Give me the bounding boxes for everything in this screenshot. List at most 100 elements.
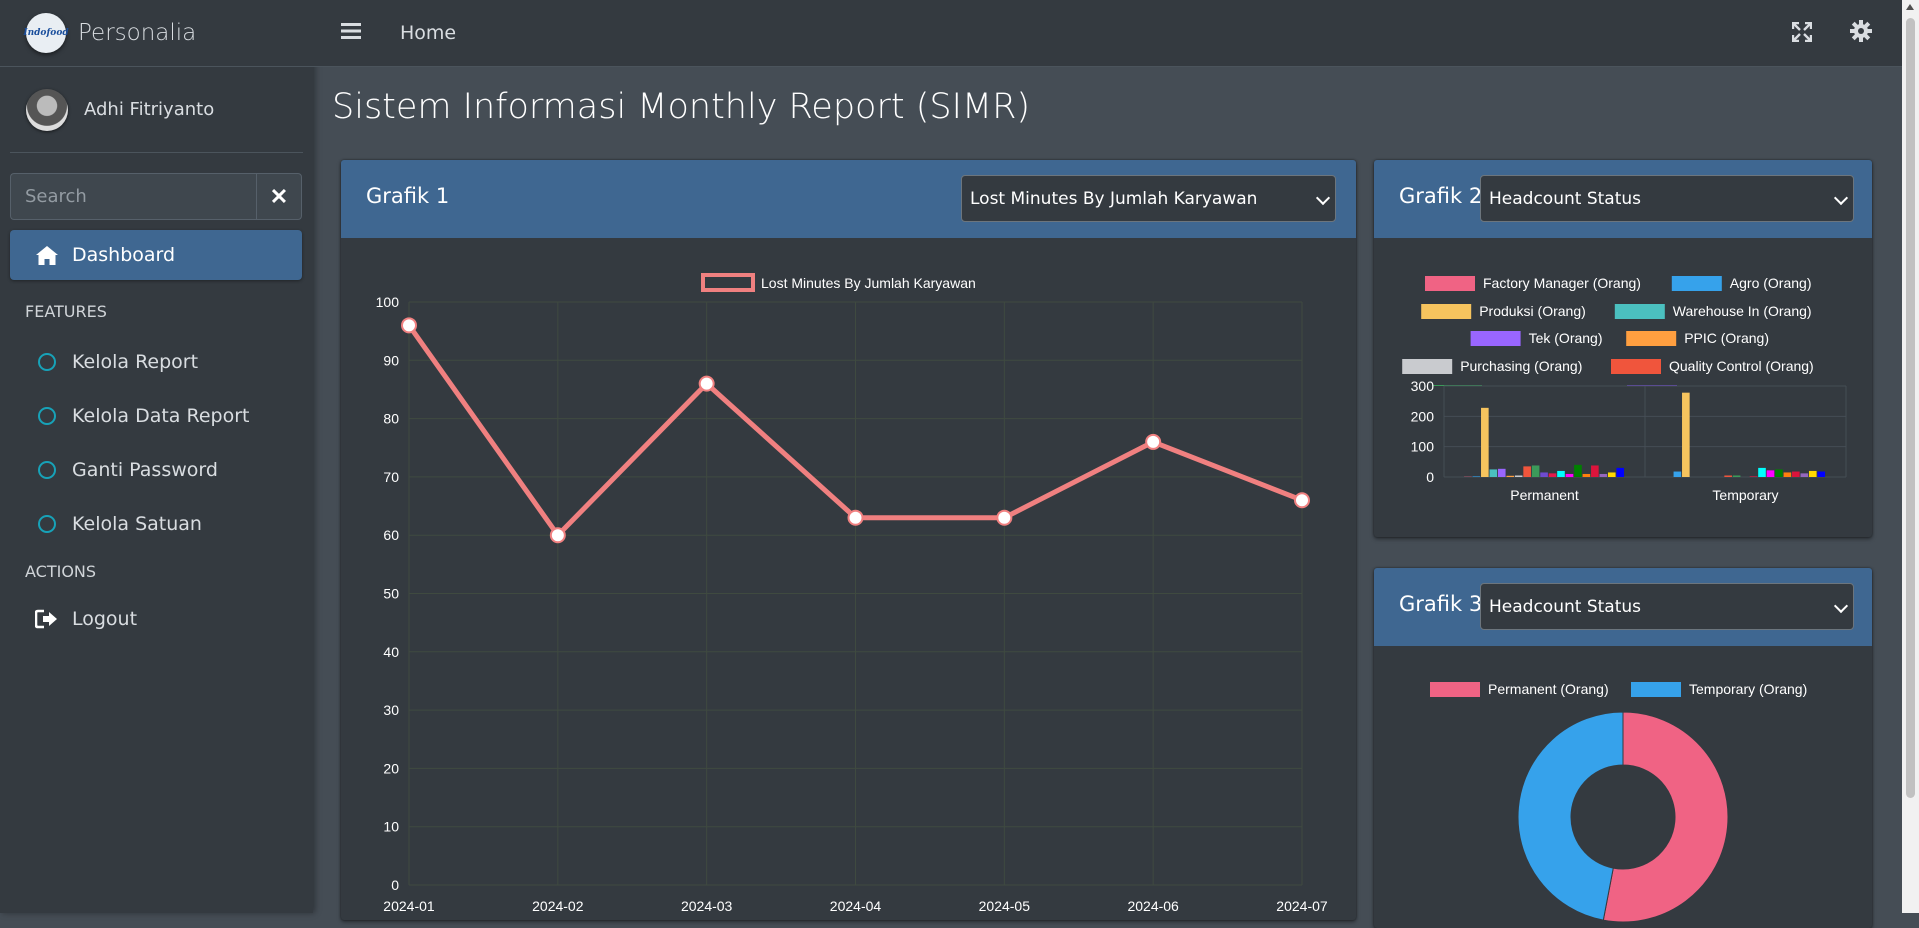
legend-label: Factory Manager (Orang) [1483,275,1641,291]
nav-header-actions: ACTIONS [25,562,96,581]
sidebar-item-ganti-password[interactable]: Ganti Password [10,445,302,495]
user-panel[interactable]: Adhi Fitriyanto [10,67,303,153]
bar [1481,408,1489,477]
y-tick-label: 300 [1411,378,1435,394]
legend-label: Purchasing (Orang) [1460,358,1582,374]
bar [1506,476,1514,477]
legend-swatch [1421,304,1471,319]
legend-swatch [1627,385,1677,400]
x-tick-label: 2024-05 [979,898,1031,914]
bar [1540,472,1548,477]
brand-link[interactable]: Indofood Personalia [0,0,313,67]
search-input[interactable] [10,173,256,220]
close-icon: ✕ [270,184,288,209]
home-link[interactable]: Home [400,22,456,44]
x-tick-label: 2024-04 [830,898,882,914]
user-name[interactable]: Adhi Fitriyanto [84,99,214,120]
legend-swatch [1611,359,1661,374]
y-tick-label: 0 [391,877,399,893]
page-scrollbar[interactable] [1902,0,1919,913]
x-tick-label: 2024-07 [1276,898,1328,914]
brand-name: Personalia [78,20,196,46]
gear-icon[interactable] [1850,20,1872,46]
legend-swatch [1631,682,1681,697]
nav-header-features: FEATURES [25,302,107,321]
bar [1784,472,1792,477]
data-point [551,528,565,542]
grafik1-header: Grafik 1 Lost Minutes By Jumlah Karyawan [341,160,1356,238]
bar [1801,473,1809,477]
data-point [997,511,1011,525]
legend-swatch [703,275,753,290]
bar [1616,468,1624,477]
legend-label: Lost Minutes By Jumlah Karyawan [761,275,976,291]
sidebar-item-kelola-data-report[interactable]: Kelola Data Report [10,391,302,441]
y-tick-label: 80 [383,411,399,427]
grafik2-card: Grafik 2 Headcount Status Factory Manage… [1374,160,1872,537]
bar [1515,475,1523,477]
y-tick-label: 40 [383,644,399,660]
bar [1489,469,1497,477]
bar [1674,472,1682,477]
bar [1724,475,1732,477]
scroll-thumb[interactable] [1906,18,1915,798]
bar [1608,472,1616,477]
legend-swatch [1402,359,1452,374]
search-clear-button[interactable]: ✕ [256,173,302,220]
bar [1750,476,1758,477]
bar [1733,475,1741,477]
sidebar-item-label: Kelola Satuan [72,513,202,535]
y-tick-label: 70 [383,469,399,485]
top-navbar: Home [313,0,1902,67]
x-tick-label: Temporary [1712,487,1778,503]
fullscreen-icon[interactable] [1792,22,1812,46]
data-point [849,511,863,525]
grafik3-card: Grafik 3 Headcount Status Permanent (Ora… [1374,568,1872,928]
bar [1775,469,1783,477]
bar [1817,472,1825,477]
legend-swatch [1626,331,1676,346]
bar [1523,466,1531,477]
page-title: Sistem Informasi Monthly Report (SIMR) [332,87,1030,127]
menu-toggle-icon[interactable] [341,22,361,44]
grafik3-select[interactable]: Headcount Status [1480,583,1854,630]
legend-label: Agro (Orang) [1730,275,1812,291]
bar [1583,474,1591,477]
bar [1600,474,1608,477]
grafik3-header: Grafik 3 Headcount Status [1374,568,1872,646]
data-point [700,377,714,391]
bar [1532,465,1540,477]
bar [1682,393,1690,477]
bar [1809,471,1817,477]
x-tick-label: 2024-06 [1127,898,1179,914]
grafik2-select[interactable]: Headcount Status [1480,175,1854,222]
legend-label: Permanent (Orang) [1488,681,1609,697]
legend-swatch [1672,276,1722,291]
x-tick-label: Permanent [1510,487,1579,503]
grafik2-header: Grafik 2 Headcount Status [1374,160,1872,238]
sidebar-item-label: Kelola Data Report [72,405,249,427]
sidebar-item-label: Ganti Password [72,459,218,481]
home-icon [34,245,60,266]
x-tick-label: 2024-01 [383,898,435,914]
y-tick-label: 200 [1411,408,1435,424]
sidebar-item-kelola-report[interactable]: Kelola Report [10,337,302,387]
sidebar-item-logout[interactable]: Logout [10,594,302,644]
bar [1557,471,1565,477]
sidebar-search: ✕ [10,173,302,220]
sidebar: Indofood Personalia Adhi Fitriyanto ✕ Da… [0,0,313,913]
data-point [402,318,416,332]
circle-icon [38,515,56,533]
y-tick-label: 50 [383,586,399,602]
scroll-up-icon[interactable] [1906,4,1914,10]
grafik1-select[interactable]: Lost Minutes By Jumlah Karyawan [961,175,1336,222]
brand-logo-text: Indofood [23,28,68,38]
grafik3-title: Grafik 3 [1399,592,1482,616]
circle-icon [38,461,56,479]
sidebar-item-dashboard[interactable]: Dashboard [10,230,302,280]
y-tick-label: 20 [383,760,399,776]
legend-swatch [1432,385,1482,400]
sidebar-item-kelola-satuan[interactable]: Kelola Satuan [10,499,302,549]
bar [1574,465,1582,477]
